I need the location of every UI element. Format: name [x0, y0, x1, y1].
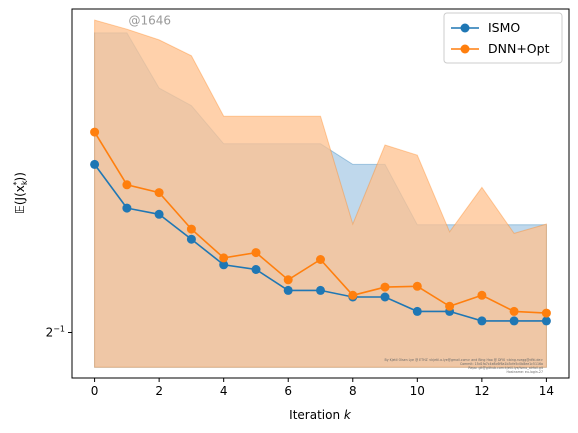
x-tick-label: 6: [284, 384, 292, 398]
footer-line-4: Hostname: eu-login-27: [507, 370, 544, 374]
point-series-1: [90, 128, 99, 137]
point-series-0: [510, 316, 519, 325]
point-series-0: [542, 316, 551, 325]
point-series-1: [348, 291, 357, 300]
legend-marker-ismo: [461, 24, 470, 33]
point-series-1: [187, 225, 196, 234]
y-tick-label: 2−1: [46, 325, 65, 340]
point-series-1: [413, 282, 422, 291]
legend: ISMO DNN+Opt: [444, 13, 562, 63]
point-series-0: [316, 286, 325, 295]
point-series-0: [122, 204, 131, 213]
point-series-0: [381, 293, 390, 302]
point-series-1: [445, 302, 454, 311]
point-series-1: [510, 307, 519, 316]
point-series-0: [252, 265, 261, 274]
legend-marker-dnn-opt: [461, 45, 470, 54]
x-tick-label: 4: [220, 384, 228, 398]
annotation-label: @1646: [128, 14, 171, 28]
x-tick-label: 12: [474, 384, 489, 398]
point-series-1: [252, 248, 261, 257]
point-series-1: [542, 309, 551, 318]
point-series-1: [381, 283, 390, 292]
point-series-0: [477, 316, 486, 325]
point-series-1: [122, 180, 131, 189]
point-series-1: [219, 253, 228, 262]
point-series-1: [284, 275, 293, 284]
x-tick-label: 2: [155, 384, 163, 398]
y-axis-label: 𝔼(J(xk*)): [12, 172, 29, 214]
x-axis-ticks: 0 2 4 6 8 10 12 14: [91, 378, 554, 398]
point-series-0: [187, 235, 196, 244]
point-series-0: [413, 307, 422, 316]
point-series-1: [477, 291, 486, 300]
x-axis-label: Iteration k: [289, 408, 352, 422]
point-series-1: [155, 188, 164, 197]
point-series-0: [284, 286, 293, 295]
point-series-1: [316, 255, 325, 264]
point-series-0: [90, 160, 99, 169]
x-tick-label: 10: [410, 384, 425, 398]
x-tick-label: 8: [349, 384, 357, 398]
legend-label-dnn-opt: DNN+Opt: [488, 41, 550, 56]
legend-label-ismo: ISMO: [488, 20, 520, 35]
point-series-0: [155, 210, 164, 219]
y-axis-ticks: 2−1: [46, 325, 72, 340]
x-tick-label: 14: [539, 384, 554, 398]
x-tick-label: 0: [91, 384, 99, 398]
